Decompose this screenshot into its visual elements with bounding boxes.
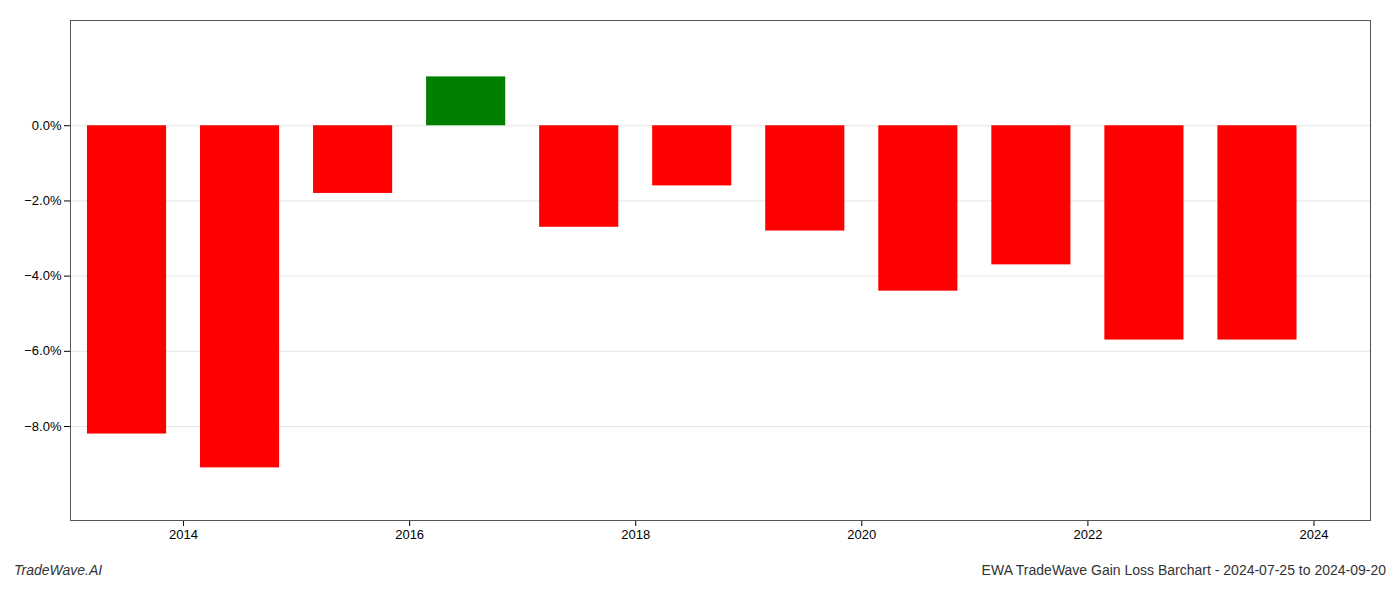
svg-text:2016: 2016	[395, 527, 424, 542]
svg-text:−6.0%: −6.0%	[24, 343, 62, 358]
svg-text:2022: 2022	[1073, 527, 1102, 542]
svg-text:2014: 2014	[169, 527, 198, 542]
svg-text:−4.0%: −4.0%	[24, 268, 62, 283]
svg-text:−8.0%: −8.0%	[24, 419, 62, 434]
svg-text:2020: 2020	[847, 527, 876, 542]
svg-text:2018: 2018	[621, 527, 650, 542]
svg-text:2024: 2024	[1300, 527, 1329, 542]
html-text:TradeWave.AI: TradeWave.AI	[14, 562, 103, 578]
html-text:EWA TradeWave Gain Loss Barcha: EWA TradeWave Gain Loss Barchart - 2024-…	[981, 562, 1386, 578]
svg-text:−2.0%: −2.0%	[24, 193, 62, 208]
svg-text:0.0%: 0.0%	[32, 118, 62, 133]
